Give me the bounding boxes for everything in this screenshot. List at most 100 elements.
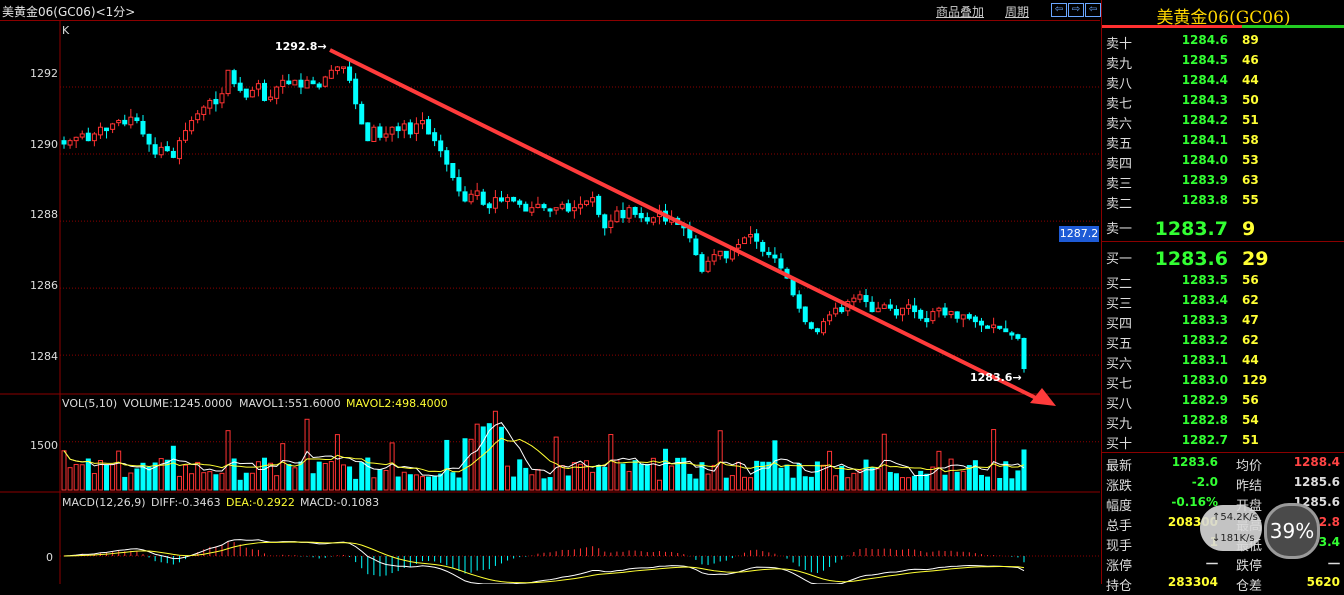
bid-row[interactable]: 买一 1283.6 29 — [1102, 248, 1344, 270]
bid-row[interactable]: 买四 1283.3 47 — [1102, 313, 1344, 333]
bid-level-label: 买六 — [1106, 357, 1133, 372]
volume-bar — [347, 466, 353, 491]
candle-body — [899, 307, 905, 316]
volume-bar — [687, 473, 693, 491]
candle-body — [735, 244, 741, 249]
volume-bar — [237, 479, 243, 491]
volume-bar — [486, 423, 492, 491]
bid-row[interactable]: 买七 1283.0 129 — [1102, 373, 1344, 393]
bid-row[interactable]: 买十 1282.7 51 — [1102, 433, 1344, 453]
candle-body — [371, 126, 377, 142]
candle-body — [359, 103, 365, 125]
chart-title: 美黄金06(GC06)<1分> — [2, 5, 136, 19]
volume-bar — [869, 467, 875, 491]
ask-price: 1284.5 — [1181, 53, 1228, 67]
volume-bar — [827, 450, 833, 491]
zoom-out-icon[interactable]: ⇦ — [1085, 3, 1101, 17]
ask-row[interactable]: 卖八 1284.4 44 — [1102, 73, 1344, 93]
bid-row[interactable]: 买二 1283.5 56 — [1102, 273, 1344, 293]
candle-body — [116, 120, 122, 124]
ask-row[interactable]: 卖十 1284.6 89 — [1102, 33, 1344, 53]
volume-bar — [906, 477, 912, 491]
ask-row[interactable]: 卖一 1283.7 9 — [1102, 218, 1344, 240]
candle-body — [219, 93, 225, 104]
volume-bar — [340, 464, 346, 491]
volume-bar — [505, 465, 511, 491]
ask-volume: 9 — [1242, 218, 1256, 240]
volume-bar — [134, 468, 140, 491]
volume-bar — [438, 473, 444, 491]
network-speed-widget[interactable] — [1200, 505, 1262, 551]
scroll-left-icon[interactable]: ⇦ — [1051, 3, 1067, 17]
candle-body — [912, 305, 918, 313]
candle-body — [638, 213, 644, 219]
volume-bar — [596, 465, 602, 491]
volume-bar — [371, 477, 377, 491]
volume-bar — [991, 429, 997, 491]
bid-row[interactable]: 买三 1283.4 62 — [1102, 293, 1344, 313]
volume-bar — [833, 475, 839, 491]
volume-bar — [705, 473, 711, 491]
volume-bar — [899, 477, 905, 491]
ask-price: 1283.7 — [1154, 218, 1228, 240]
ask-row[interactable]: 卖三 1283.9 63 — [1102, 173, 1344, 193]
ask-volume: 51 — [1242, 113, 1259, 127]
candle-body — [365, 122, 371, 142]
upload-speed: ↑54.2K/s — [1212, 512, 1258, 523]
quote-panel: 美黄金06(GC06) 卖十 1284.6 89 卖九 1284.5 46 卖八 1… — [1101, 0, 1344, 594]
volume-bar — [511, 476, 517, 491]
candle-body — [407, 122, 413, 135]
candle-body — [760, 241, 766, 252]
ask-level-label: 卖三 — [1106, 177, 1133, 192]
volume-bar — [748, 477, 754, 491]
cpu-usage-badge[interactable]: 39% — [1264, 503, 1320, 559]
volume-bar — [535, 468, 541, 491]
candle-body — [869, 301, 875, 313]
chart-canvas[interactable]: K 1292.8→ 1283.6→ VOL(5,10) VOLUME:1245.… — [0, 20, 1100, 584]
candle-body — [547, 208, 553, 212]
stat-value-right: 5620 — [1306, 575, 1340, 589]
trend-arrow-line[interactable] — [329, 48, 1041, 402]
volume-bar — [444, 439, 450, 491]
volume-bar — [681, 457, 687, 491]
trend-arrow-head — [1030, 388, 1056, 406]
volume-bar — [851, 472, 857, 491]
candle-body — [571, 207, 577, 212]
bid-level-label: 买八 — [1106, 397, 1133, 412]
bid-row[interactable]: 买六 1283.1 44 — [1102, 353, 1344, 373]
candle-body — [498, 197, 504, 202]
candle-body — [189, 120, 195, 132]
bid-row[interactable]: 买八 1282.9 56 — [1102, 393, 1344, 413]
candle-body — [863, 295, 869, 303]
volume-bar — [480, 426, 486, 491]
candle-body — [596, 195, 602, 215]
bid-row[interactable]: 买五 1283.2 62 — [1102, 333, 1344, 353]
volume-bar — [413, 474, 419, 491]
candle-body — [426, 119, 432, 135]
ask-row[interactable]: 卖五 1284.1 58 — [1102, 133, 1344, 153]
ytick-1292: 1292 — [30, 67, 58, 80]
bid-price: 1282.8 — [1181, 413, 1228, 427]
quote-stat-row: 涨停 一 跌停 一 — [1102, 555, 1344, 575]
ask-row[interactable]: 卖二 1283.8 55 — [1102, 193, 1344, 213]
candle-body — [334, 66, 340, 72]
scroll-right-icon[interactable]: ⇨ — [1068, 3, 1084, 17]
volume-bar — [401, 471, 407, 491]
ask-row[interactable]: 卖九 1284.5 46 — [1102, 53, 1344, 73]
volume-bar — [456, 477, 462, 491]
ask-level-label: 卖六 — [1106, 117, 1133, 132]
candle-body — [413, 123, 419, 134]
candle-body — [1015, 334, 1021, 339]
candle-body — [444, 150, 450, 165]
volume-bar — [790, 477, 796, 491]
volume-bar — [298, 461, 304, 491]
period-link[interactable]: 周期 — [1005, 5, 1030, 19]
ask-row[interactable]: 卖四 1284.0 53 — [1102, 153, 1344, 173]
ask-row[interactable]: 卖六 1284.2 51 — [1102, 113, 1344, 133]
ask-volume: 89 — [1242, 33, 1259, 47]
overlay-product-link[interactable]: 商品叠加 — [936, 5, 985, 19]
bid-row[interactable]: 买九 1282.8 54 — [1102, 413, 1344, 433]
ask-row[interactable]: 卖七 1284.3 50 — [1102, 93, 1344, 113]
candle-body — [468, 193, 474, 203]
candle-body — [255, 83, 261, 90]
